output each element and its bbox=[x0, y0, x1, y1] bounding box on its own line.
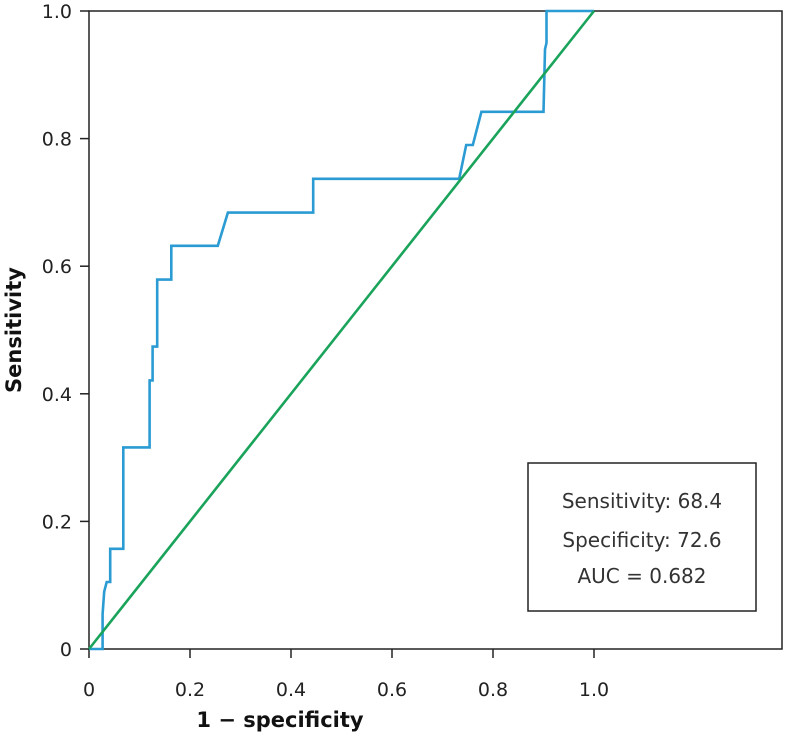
x-tick-label: 0.4 bbox=[276, 679, 306, 701]
y-tick-label: 0 bbox=[60, 639, 72, 661]
y-tick-label: 0.6 bbox=[42, 256, 72, 278]
plot-frame bbox=[88, 10, 783, 650]
annotation-box: Sensitivity: 68.4 Specificity: 72.6 AUC … bbox=[527, 462, 757, 612]
plot-border bbox=[88, 10, 783, 650]
y-tick-label: 0.2 bbox=[42, 511, 72, 533]
x-tick-label: 0.2 bbox=[175, 679, 205, 701]
y-tick-label: 0.4 bbox=[42, 384, 72, 406]
annotation-specificity: Specificity: 72.6 bbox=[562, 528, 721, 552]
series-layer bbox=[87, 9, 596, 651]
x-tick-label: 0.8 bbox=[478, 679, 508, 701]
x-tick-label: 0.6 bbox=[377, 679, 407, 701]
y-tick-label: 0.8 bbox=[42, 129, 72, 151]
y-axis-ticks: 0 0.2 0.4 0.6 0.8 1.0 bbox=[42, 1, 89, 661]
annotation-auc: AUC = 0.682 bbox=[577, 564, 706, 588]
x-axis-title: 1 − specificity bbox=[196, 708, 364, 732]
x-tick-label: 0 bbox=[83, 679, 95, 701]
annotation-sensitivity: Sensitivity: 68.4 bbox=[562, 489, 722, 513]
roc-curve-line bbox=[89, 9, 594, 651]
x-tick-label: 1.0 bbox=[579, 679, 609, 701]
y-tick-label: 1.0 bbox=[42, 1, 72, 23]
annotation-box-border bbox=[527, 462, 757, 612]
x-axis-ticks: 0 0.2 0.4 0.6 0.8 1.0 bbox=[83, 649, 609, 701]
reference-diagonal-line bbox=[87, 10, 596, 650]
y-axis-title: Sensitivity bbox=[2, 267, 26, 393]
